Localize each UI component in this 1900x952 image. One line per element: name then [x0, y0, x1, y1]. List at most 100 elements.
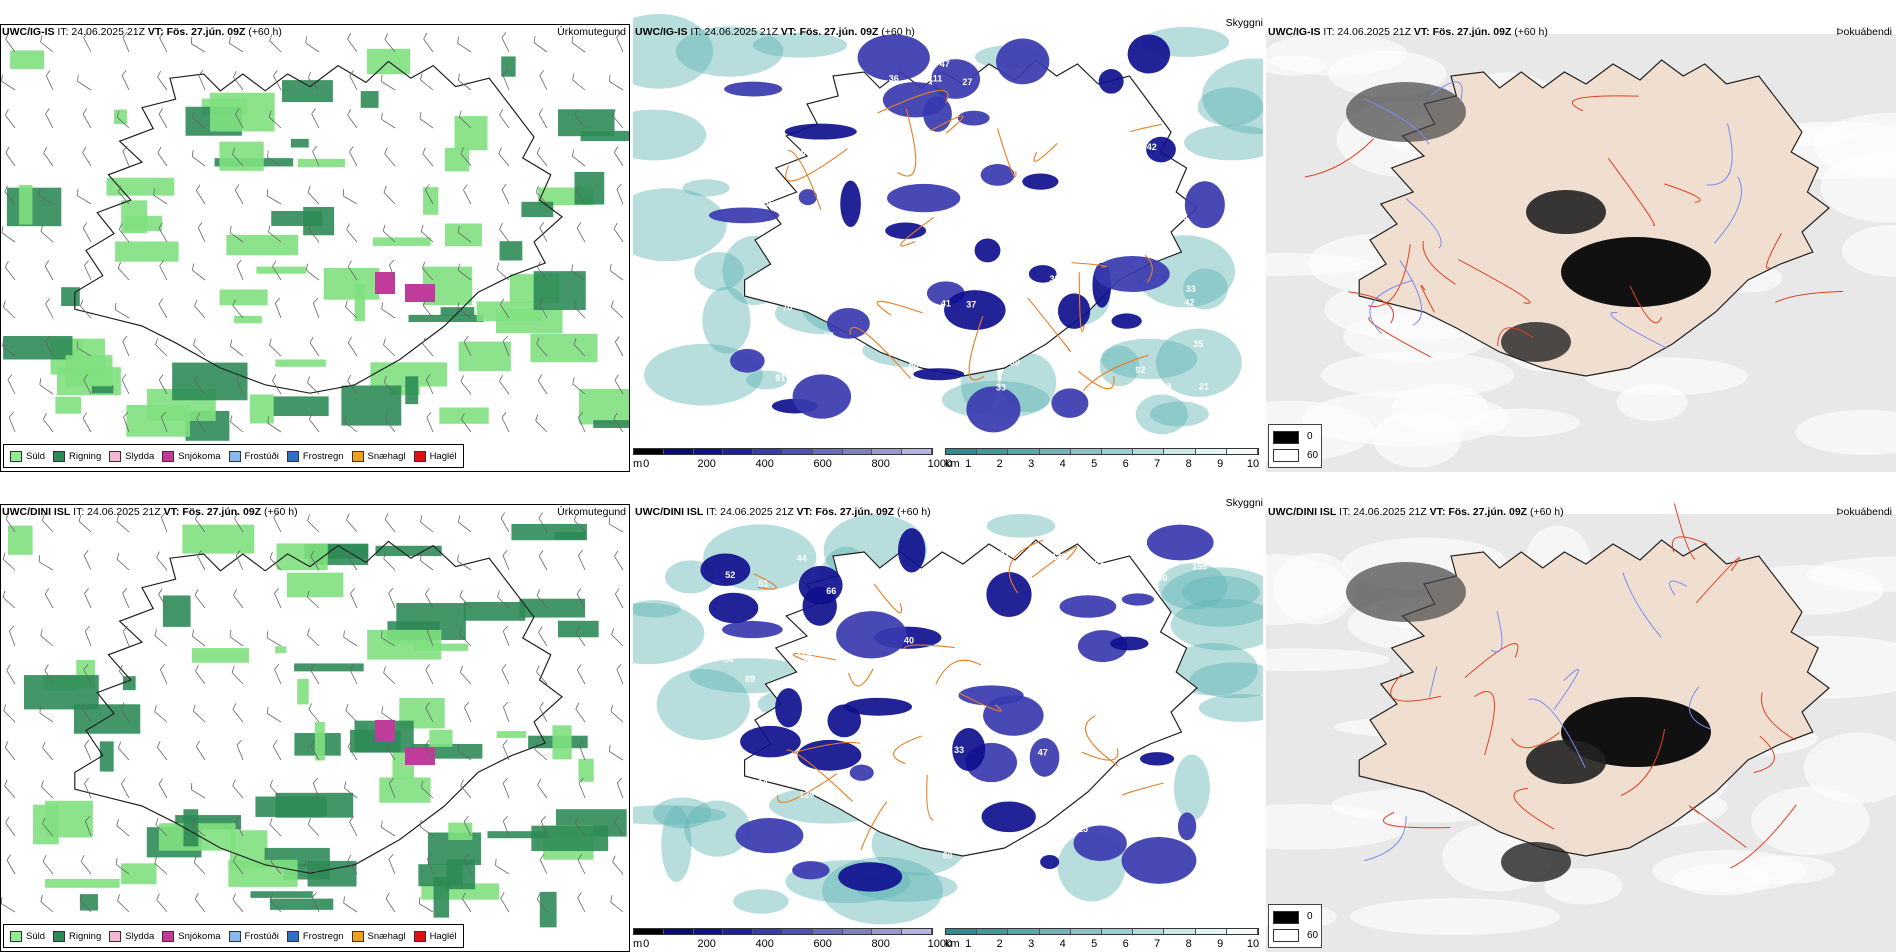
wind-barb [459, 589, 472, 609]
wind-barb [121, 374, 130, 395]
road [1008, 539, 1044, 594]
cloudbase-label: 60 [943, 851, 953, 861]
wind-barb [122, 145, 130, 167]
wind-barb [577, 854, 586, 875]
fog-index-map [1266, 503, 1896, 952]
cloudbase-patch [1121, 593, 1155, 606]
wind-barb [269, 338, 282, 357]
cloudbase-patch [1051, 388, 1089, 418]
wind-barb [499, 108, 510, 129]
road [968, 315, 985, 381]
panel-title: Skyggni [1225, 17, 1263, 29]
fog-legend-swatch [1273, 911, 1299, 924]
wind-barb [229, 630, 244, 647]
precip-patch [255, 796, 327, 817]
wind-barb [82, 146, 92, 167]
wind-barb [614, 550, 624, 571]
colorbar-cell [634, 449, 664, 454]
precip-patch [593, 420, 630, 429]
cloudbase-label: 36 [889, 74, 899, 84]
wind-barb [312, 891, 320, 913]
cloudbase-label: 35 [1193, 339, 1203, 349]
snow-patch [375, 720, 395, 742]
cloudbase-patch [944, 290, 1006, 331]
init-time: IT: 24.06.2025 21Z [70, 506, 164, 518]
init-time: IT: 24.06.2025 21Z [1336, 506, 1430, 518]
cloudbase-patch [838, 862, 903, 892]
wind-barb [192, 704, 206, 723]
wind-barb [578, 777, 586, 799]
wind-barb [236, 739, 244, 761]
wind-barb [307, 514, 320, 533]
wind-barb [118, 185, 130, 205]
wind-barb [572, 377, 586, 395]
wind-barb [2, 590, 16, 609]
colorbar-tick: 800 [871, 458, 890, 470]
fog-swirl [1266, 804, 1409, 850]
panel-title: Úrkomutegund [557, 26, 626, 38]
wind-barb [419, 112, 434, 129]
legend-label: Súld [26, 930, 46, 942]
visibility-patch [745, 370, 788, 390]
precip-patch [73, 704, 141, 734]
river [1669, 580, 1688, 596]
wind-barb [235, 108, 244, 129]
road [1761, 692, 1797, 741]
precip-patch [519, 598, 586, 618]
wind-barb [384, 147, 396, 167]
cloudbase-patch [887, 183, 961, 213]
wind-barb [458, 515, 472, 533]
precip-patch [256, 266, 306, 274]
wind-barb [502, 69, 510, 91]
legend-swatch [286, 930, 299, 942]
wind-barb [457, 554, 472, 571]
wind-barb [6, 854, 16, 875]
wind-barb [424, 740, 434, 761]
wind-barb [269, 34, 282, 53]
colorbar-tick: 0 [643, 938, 650, 950]
wind-barb [459, 665, 472, 685]
wind-barb [576, 222, 586, 243]
precip-patch [429, 729, 453, 747]
cloudbase-label: 89 [745, 674, 755, 684]
wind-barb [384, 513, 396, 533]
colorbar-tick: 400 [755, 938, 774, 950]
wind-barb [154, 628, 168, 647]
road [753, 573, 777, 590]
precip-type-panel: Súld Rigning Slydda Snjókoma Frostúði Frostre… [0, 12, 630, 472]
panel-frame [0, 504, 630, 952]
precip-patch [33, 804, 59, 845]
colorbar-tick: 1000 [927, 938, 953, 950]
wind-barb [122, 31, 130, 53]
wind-barb [457, 302, 472, 319]
wind-barb [614, 374, 624, 395]
wind-barb [310, 550, 320, 571]
cloudbase-patch [700, 553, 751, 586]
colorbar-cell [1039, 929, 1071, 934]
colorbar-cell [1102, 449, 1134, 454]
wind-barb [535, 185, 548, 205]
wind-barb [609, 744, 624, 761]
wind-barb [4, 185, 16, 205]
legend-item: Slydda [109, 450, 154, 462]
precip-patch [114, 109, 127, 125]
road [1304, 138, 1374, 178]
wind-barb [44, 260, 54, 281]
colorbar-tick: 10 [1246, 458, 1260, 470]
cloudbase-label: 135 [759, 198, 774, 208]
road [1497, 327, 1534, 346]
cloudbase-label: 39 [1010, 357, 1020, 367]
precip-patch [249, 394, 274, 424]
road [1474, 691, 1495, 756]
cloudbase-patch [775, 688, 802, 728]
wind-barb [38, 555, 54, 571]
wind-barb [230, 415, 244, 433]
legend-label: Súld [26, 450, 46, 462]
wind-barb [307, 628, 320, 647]
wind-barb [158, 222, 168, 243]
cloudbase-label: 33 [1178, 212, 1188, 222]
wind-barb [501, 32, 510, 53]
wind-barb [305, 36, 320, 53]
wind-barb [460, 375, 472, 395]
wind-barb [5, 32, 16, 53]
